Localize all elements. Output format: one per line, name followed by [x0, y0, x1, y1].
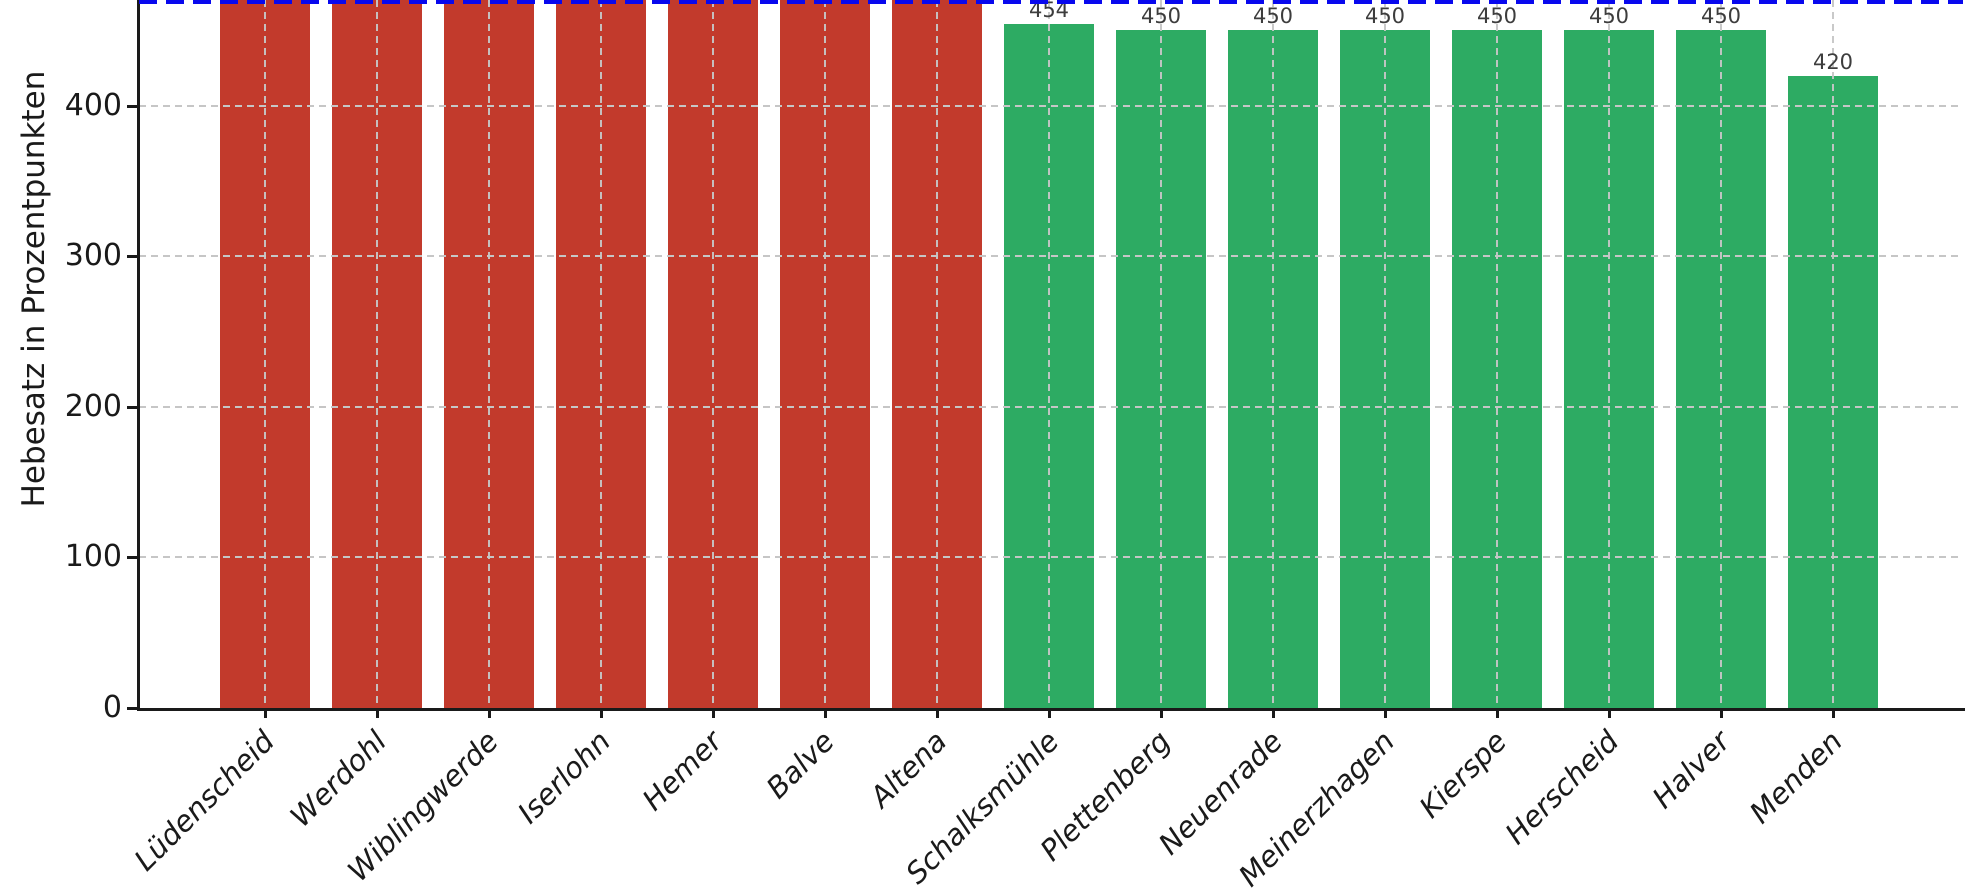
y-tick-mark	[127, 405, 139, 409]
y-tick-label: 100	[64, 539, 122, 575]
v-gridline	[1608, 0, 1610, 708]
x-tick-mark	[1608, 708, 1611, 718]
x-tick-mark	[824, 708, 827, 718]
v-gridline	[1384, 0, 1386, 708]
x-tick-label: Werdohl	[283, 724, 394, 834]
x-tick-mark	[936, 708, 939, 718]
bar-value-label: 450	[1476, 4, 1518, 29]
x-tick-label: Hemer	[635, 724, 730, 818]
v-gridline	[1832, 0, 1834, 708]
x-tick-label: Balve	[759, 724, 842, 806]
x-tick-label: Iserlohn	[510, 724, 618, 831]
v-gridline	[376, 0, 378, 708]
y-tick-mark	[127, 556, 139, 560]
bar-value-label: 450	[1252, 4, 1294, 29]
v-gridline	[712, 0, 714, 708]
v-gridline	[600, 0, 602, 708]
x-tick-mark	[1832, 708, 1835, 718]
x-tick-label: Lüdenscheid	[127, 724, 282, 878]
y-tick-mark	[127, 255, 139, 259]
v-gridline	[1272, 0, 1274, 708]
x-tick-mark	[488, 708, 491, 718]
x-tick-mark	[1048, 708, 1051, 718]
h-gridline	[139, 405, 1963, 408]
h-gridline	[139, 255, 1963, 258]
x-axis-spine	[137, 708, 1965, 711]
v-gridline	[936, 0, 938, 708]
x-tick-mark	[1384, 708, 1387, 718]
x-tick-mark	[1272, 708, 1275, 718]
bar-value-label: 450	[1700, 4, 1742, 29]
y-tick-mark	[127, 104, 139, 108]
v-gridline	[1720, 0, 1722, 708]
y-axis-spine	[137, 0, 140, 711]
v-gridline	[488, 0, 490, 708]
x-tick-label: Halver	[1646, 724, 1738, 815]
x-tick-mark	[712, 708, 715, 718]
v-gridline	[264, 0, 266, 708]
y-tick-label: 0	[102, 690, 122, 725]
x-tick-mark	[1720, 708, 1723, 718]
y-tick-label: 300	[64, 238, 122, 274]
x-tick-label: Kierspe	[1412, 724, 1514, 825]
y-tick-label: 200	[64, 388, 122, 424]
x-tick-mark	[1496, 708, 1499, 718]
v-gridline	[1048, 0, 1050, 708]
y-tick-mark	[127, 707, 139, 710]
x-tick-label: Menden	[1743, 724, 1850, 830]
bar-value-label: 454	[1028, 0, 1070, 23]
x-tick-mark	[264, 708, 267, 718]
h-gridline	[139, 556, 1963, 559]
h-gridline	[139, 104, 1963, 107]
bar-value-label: 450	[1140, 4, 1182, 29]
v-gridline	[1496, 0, 1498, 708]
bar-value-label: 450	[1364, 4, 1406, 29]
bar-value-label: 450	[1588, 4, 1630, 29]
reference-line	[139, 0, 1963, 4]
x-tick-mark	[376, 708, 379, 718]
v-gridline	[824, 0, 826, 708]
x-tick-mark	[600, 708, 603, 718]
x-tick-label: Herscheid	[1498, 724, 1626, 851]
x-tick-label: Altena	[863, 724, 954, 814]
y-tick-label: 400	[64, 87, 122, 123]
bar-value-label: 420	[1812, 49, 1854, 74]
x-tick-mark	[1160, 708, 1163, 718]
v-gridline	[1160, 0, 1162, 708]
